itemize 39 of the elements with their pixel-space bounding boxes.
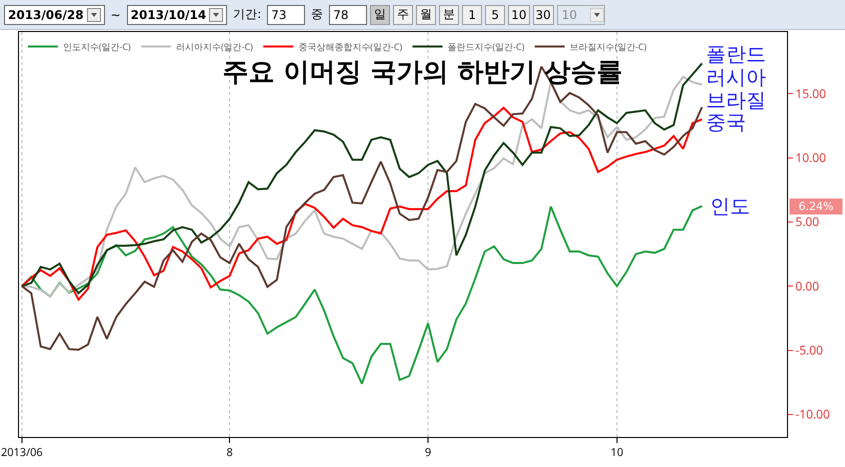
y-tick-label: -10.00 xyxy=(795,406,830,423)
annotation: 폴란드 xyxy=(706,42,766,66)
text: 1 xyxy=(468,8,476,22)
text: 10 xyxy=(511,8,527,22)
legend-label: 폴란드지수(일간-C) xyxy=(447,40,525,54)
annotation: 브라질 xyxy=(706,88,766,112)
text: 주요 이머징 국가의 하반기 상승률 xyxy=(222,58,623,88)
text: 2013/06/28 xyxy=(8,8,84,22)
annotation: 러시아 xyxy=(706,65,766,89)
legend-label: 브라질지수(일간-C) xyxy=(570,40,647,54)
text: 중 xyxy=(311,7,324,21)
text: ~ xyxy=(110,8,121,22)
y-tick-label: 5.00 xyxy=(795,213,820,230)
x-tick-label: 8 xyxy=(226,445,233,460)
legend-label: 인도지수(일간-C) xyxy=(62,40,132,54)
text: 주 xyxy=(397,6,410,23)
text: 73 xyxy=(271,8,287,22)
x-tick-label: 9 xyxy=(424,445,432,460)
y-tick-label: 10.00 xyxy=(795,149,826,166)
text: 분 xyxy=(443,6,456,23)
text: 5 xyxy=(491,8,500,22)
text: 2013/10/14 xyxy=(130,8,206,22)
text: 10 xyxy=(562,8,578,22)
legend-label: 중국상해종합지수(일간-C) xyxy=(298,40,402,54)
y-tick-label: 15.00 xyxy=(795,84,826,102)
y-tick-label: 0.00 xyxy=(795,277,820,294)
text: 기간: xyxy=(233,7,262,21)
annotation: 중국 xyxy=(706,110,746,134)
x-tick-label: 10 xyxy=(610,445,624,460)
text: 일 xyxy=(374,6,386,23)
text: 78 xyxy=(333,8,349,22)
text: 6.24% xyxy=(798,200,834,213)
text: 30 xyxy=(536,8,551,22)
x-tick-label: 2013/06 xyxy=(0,445,43,460)
text: 월 xyxy=(420,6,432,23)
y-tick-label: -5.00 xyxy=(795,342,824,359)
text: 인도 xyxy=(710,194,750,218)
legend-label: 러시아지수(일간-C) xyxy=(176,40,254,54)
line-series xyxy=(20,106,703,301)
